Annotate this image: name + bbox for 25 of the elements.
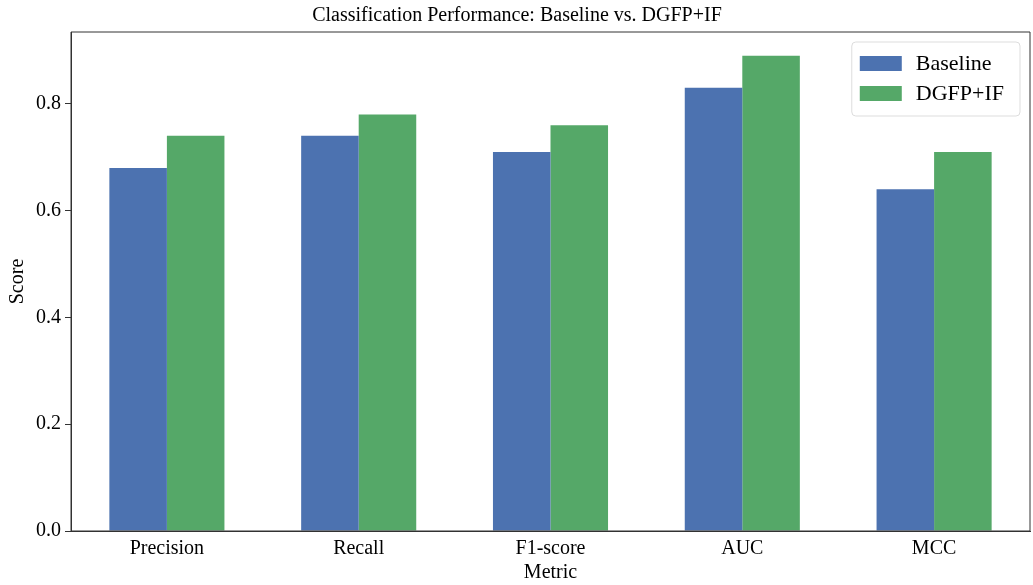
bar	[358, 114, 417, 531]
bar	[492, 151, 551, 531]
x-tick-label: MCC	[911, 536, 957, 559]
bar	[301, 135, 359, 531]
x-axis-title: Metric	[523, 560, 578, 583]
y-tick-label: 0.0	[36, 518, 61, 541]
y-tick-label: 0.4	[36, 304, 61, 327]
y-axis-title: Score	[5, 258, 28, 305]
legend-label: Baseline	[915, 49, 992, 75]
x-tick-label: Recall	[333, 536, 385, 559]
y-tick-label: 0.8	[36, 91, 61, 114]
y-tick-label: 0.6	[36, 197, 61, 220]
bar	[166, 135, 225, 531]
x-tick-label: AUC	[721, 536, 764, 559]
legend-label: DGFP+IF	[915, 79, 1004, 105]
chart-title: Classification Performance: Baseline vs. DGFP+IF	[312, 3, 722, 26]
y-tick-label: 0.2	[36, 411, 61, 434]
x-tick-label: Precision	[129, 536, 205, 559]
bar	[742, 55, 800, 531]
bar	[934, 151, 992, 531]
bar	[109, 167, 167, 531]
bar	[876, 189, 935, 531]
x-tick-label: F1-score	[515, 536, 586, 559]
bar	[550, 125, 609, 531]
bar	[684, 87, 743, 531]
